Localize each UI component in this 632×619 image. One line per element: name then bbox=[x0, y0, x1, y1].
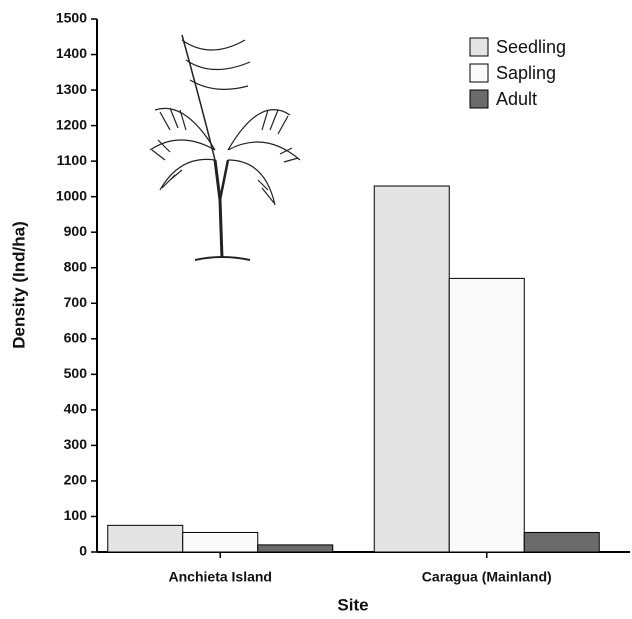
legend-label: Sapling bbox=[496, 63, 556, 83]
bar bbox=[373, 185, 450, 553]
y-tick-label: 200 bbox=[64, 472, 88, 488]
y-tick-label: 0 bbox=[79, 543, 87, 559]
y-tick-label: 1200 bbox=[56, 116, 87, 132]
bar bbox=[257, 544, 334, 553]
x-axis-title: Site bbox=[337, 595, 368, 614]
palm-illustration bbox=[149, 34, 301, 261]
legend-label: Adult bbox=[496, 89, 537, 109]
bar bbox=[523, 531, 600, 553]
y-tick-label: 500 bbox=[64, 365, 88, 381]
y-tick-label: 600 bbox=[64, 330, 88, 346]
legend-swatch bbox=[469, 63, 489, 83]
y-tick-label: 100 bbox=[64, 507, 88, 523]
legend-label: Seedling bbox=[496, 37, 566, 57]
legend-swatch bbox=[469, 89, 489, 109]
y-tick-label: 300 bbox=[64, 436, 88, 452]
bar bbox=[107, 524, 184, 553]
y-tick-label: 1000 bbox=[56, 187, 87, 203]
legend-swatch bbox=[469, 37, 489, 57]
bar bbox=[448, 277, 525, 553]
y-tick-label: 1100 bbox=[57, 152, 88, 168]
y-tick-label: 700 bbox=[64, 294, 88, 310]
x-tick-label: Anchieta Island bbox=[169, 569, 272, 585]
y-tick-label: 400 bbox=[64, 401, 88, 417]
y-tick-label: 800 bbox=[64, 258, 88, 274]
y-tick-label: 1300 bbox=[56, 81, 87, 97]
x-tick-label: Caragua (Mainland) bbox=[422, 569, 552, 585]
y-tick-label: 900 bbox=[64, 223, 88, 239]
y-tick-label: 1400 bbox=[56, 45, 87, 61]
y-axis-title: Density (Ind/ha) bbox=[9, 221, 28, 349]
bar bbox=[182, 531, 259, 553]
y-tick-label: 1500 bbox=[56, 10, 87, 26]
